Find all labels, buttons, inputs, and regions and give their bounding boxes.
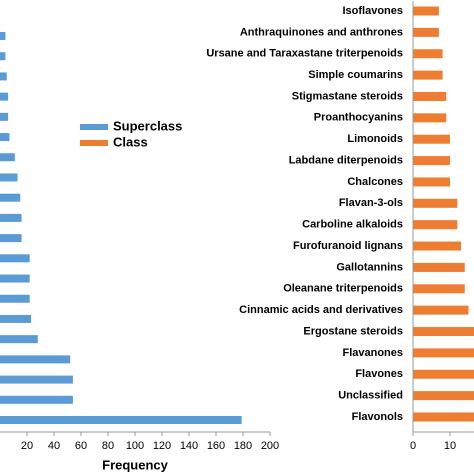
category-label: Cinnamic acids and derivatives	[239, 304, 403, 316]
category-label: Flavones	[355, 368, 403, 380]
category-label: Proanthocyanins	[314, 112, 403, 124]
bar	[413, 70, 443, 80]
bar	[413, 91, 447, 101]
bar	[0, 213, 22, 222]
category-label: Furofuranoid lignans	[293, 240, 403, 252]
bar	[0, 355, 71, 364]
category-label: Limonoids	[347, 133, 403, 145]
bar	[413, 27, 439, 37]
category-label: Flavanones	[342, 347, 403, 359]
bar	[0, 153, 15, 162]
bar	[0, 314, 32, 323]
x-tick-label: 120	[153, 440, 171, 452]
bar	[413, 49, 443, 59]
x-tick-label: 0	[410, 440, 416, 452]
x-tick-label: 60	[75, 440, 87, 452]
bar	[0, 193, 21, 202]
bar	[0, 294, 30, 303]
category-label: Ursane and Taraxastane triterpenoids	[206, 48, 403, 60]
bar	[0, 133, 10, 142]
x-axis-label: Frequency	[102, 457, 169, 472]
x-tick-label: 40	[48, 440, 60, 452]
category-label: Flavan-3-ols	[339, 197, 403, 209]
bar	[413, 220, 458, 230]
x-tick-label: 160	[207, 440, 225, 452]
category-label: Simple coumarins	[308, 69, 403, 81]
category-label: Carboline alkaloids	[302, 219, 403, 231]
bar	[413, 6, 439, 16]
bar	[0, 254, 30, 263]
x-tick-label: 140	[180, 440, 198, 452]
bar	[413, 241, 462, 251]
bar	[0, 335, 38, 344]
category-label: Labdane diterpenoids	[289, 154, 403, 166]
bar	[413, 113, 447, 123]
bar	[413, 327, 474, 337]
category-label: Gallotannins	[336, 261, 403, 273]
bar	[413, 177, 450, 187]
bar	[0, 52, 6, 61]
category-label: Flavonols	[352, 411, 403, 423]
category-label: Oleanane triterpenoids	[283, 283, 403, 295]
category-label: Stigmastane steroids	[292, 90, 403, 102]
category-label: Anthraquinones and anthrones	[240, 26, 403, 38]
bar	[413, 369, 474, 379]
category-label: Unclassified	[338, 390, 403, 402]
bar	[413, 156, 450, 166]
bar	[0, 112, 9, 121]
bar	[0, 274, 30, 283]
category-label: Isoflavones	[342, 5, 403, 17]
bar	[0, 234, 22, 243]
bar	[413, 348, 474, 358]
bar	[413, 391, 474, 401]
category-label: Ergostane steroids	[303, 325, 403, 337]
bar	[0, 395, 73, 404]
x-tick-label: 80	[102, 440, 114, 452]
x-tick-label: 180	[234, 440, 252, 452]
bar	[413, 198, 458, 208]
legend-label: Superclass	[113, 118, 182, 133]
x-tick-label: 10	[444, 440, 456, 452]
bar	[0, 92, 9, 101]
bar	[0, 416, 242, 424]
bar	[0, 173, 18, 182]
bar	[0, 72, 7, 81]
x-tick-label: 200	[261, 440, 279, 452]
legend-label: Class	[113, 134, 148, 149]
category-label: Chalcones	[347, 176, 403, 188]
bar	[413, 284, 465, 294]
legend-swatch	[80, 140, 108, 146]
x-tick-label: 20	[21, 440, 33, 452]
legend-swatch	[80, 124, 108, 130]
bar	[413, 305, 469, 315]
bar	[0, 32, 6, 40]
bar	[413, 412, 474, 422]
bar	[0, 375, 73, 384]
bar	[413, 262, 465, 272]
bar	[413, 134, 450, 144]
x-tick-label: 100	[126, 440, 144, 452]
